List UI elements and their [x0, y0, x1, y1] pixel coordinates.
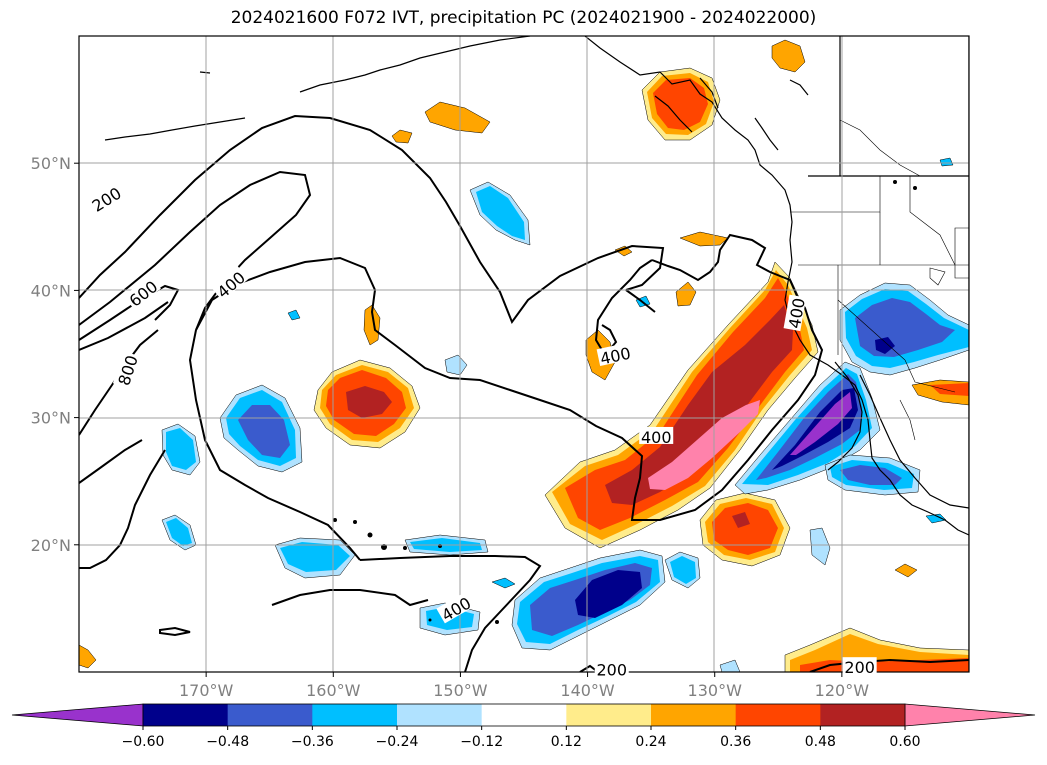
colorbar-segment-0 — [143, 704, 229, 726]
precip-positive-main-band — [544, 261, 819, 549]
svg-text:400: 400 — [641, 428, 672, 447]
contour-label-1: 600 — [123, 275, 161, 311]
colorbar-segment-6 — [651, 704, 737, 726]
contour-label-7: 200 — [594, 659, 629, 680]
colorbar-segment-7 — [735, 704, 821, 726]
map-title: 2024021600 F072 IVT, precipitation PC (2… — [230, 8, 817, 28]
colorbar-segment-1 — [227, 704, 313, 726]
svg-text:200: 200 — [844, 658, 875, 677]
colorbar-segment-5 — [566, 704, 652, 726]
colorbar-segment-4 — [481, 704, 567, 726]
lon-tick-label-5: 120°W — [815, 681, 870, 700]
colorbar-tick-label-9: 0.60 — [889, 734, 920, 750]
colorbar-tick-label-5: 0.12 — [551, 734, 582, 750]
colorbar-tick-label-4: −0.12 — [460, 734, 503, 750]
contour-label-5: 400 — [639, 426, 674, 447]
colorbar-segment-8 — [820, 704, 906, 726]
svg-text:200: 200 — [596, 661, 627, 680]
colorbar-tick-labels: −0.60 −0.48 −0.36 −0.24 −0.12 0.12 0.24 0.36 0.4… — [122, 726, 921, 750]
map-frame — [78, 35, 970, 673]
lon-tick-label-4: 130°W — [688, 681, 743, 700]
colorbar-segment-3 — [397, 704, 483, 726]
coastlines — [104, 36, 969, 672]
colorbar-extend-high — [904, 703, 1036, 727]
lon-tick-label-1: 160°W — [306, 681, 361, 700]
colorbar-tick-label-7: 0.36 — [720, 734, 751, 750]
lon-tick-label-2: 150°W — [433, 681, 488, 700]
colorbar-tick-label-6: 0.24 — [635, 734, 666, 750]
map-panel — [79, 36, 969, 672]
state-borders — [790, 119, 969, 441]
colorbar-tick-label-8: 0.48 — [805, 734, 836, 750]
lat-tick-label-1: 30°N — [31, 409, 71, 428]
colorbar — [11, 703, 1036, 727]
contour-label-4: 400 — [596, 342, 634, 369]
colorbar-extend-low — [11, 703, 144, 727]
contour-label-8: 200 — [842, 657, 877, 677]
lon-tick-label-3: 140°W — [560, 681, 615, 700]
latitude-tick-labels: 20°N 30°N 40°N 50°N — [31, 154, 79, 555]
lat-tick-label-3: 50°N — [31, 154, 71, 173]
colorbar-outline — [142, 703, 906, 727]
lat-tick-label-0: 20°N — [31, 536, 71, 555]
lat-tick-label-2: 40°N — [31, 281, 71, 300]
colorbar-tick-label-1: −0.48 — [206, 734, 249, 750]
colorbar-tick-label-0: −0.60 — [122, 734, 165, 750]
longitude-tick-labels: 170°W 160°W 150°W 140°W 130°W 120°W — [179, 672, 869, 700]
precip-positive-patches — [79, 39, 969, 672]
colorbar-segment-2 — [312, 704, 398, 726]
colorbar-tick-label-2: −0.36 — [291, 734, 334, 750]
lon-tick-label-0: 170°W — [179, 681, 234, 700]
colorbar-tick-label-3: −0.24 — [376, 734, 419, 750]
